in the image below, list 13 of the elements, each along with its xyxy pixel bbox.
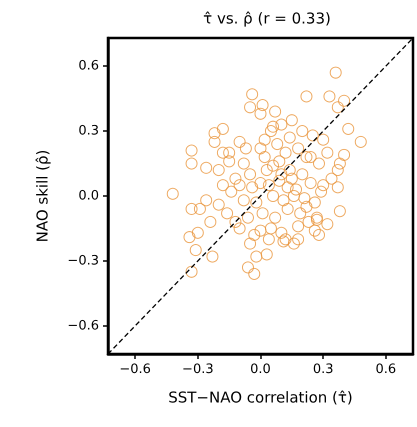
y-tick-label: 0.3 xyxy=(78,124,99,139)
y-tick-label: −0.3 xyxy=(67,253,99,268)
x-tick-label: 0.3 xyxy=(312,362,334,377)
x-tick-label: −0.6 xyxy=(119,362,151,377)
y-axis-title: NAO skill (ρ̂) xyxy=(34,150,52,242)
y-tick-label: 0.6 xyxy=(78,58,99,74)
x-tick-label: 0.0 xyxy=(250,362,271,377)
x-tick-label: 0.6 xyxy=(376,362,396,377)
y-tick-label: −0.6 xyxy=(67,318,99,334)
x-tick-label: −0.3 xyxy=(182,362,214,377)
chart-title: τ̂ vs. ρ̂ (r = 0.33) xyxy=(203,10,331,28)
y-tick-label: 0.0 xyxy=(78,188,99,204)
x-axis-title: SST−NAO correlation (τ̂) xyxy=(168,388,353,406)
